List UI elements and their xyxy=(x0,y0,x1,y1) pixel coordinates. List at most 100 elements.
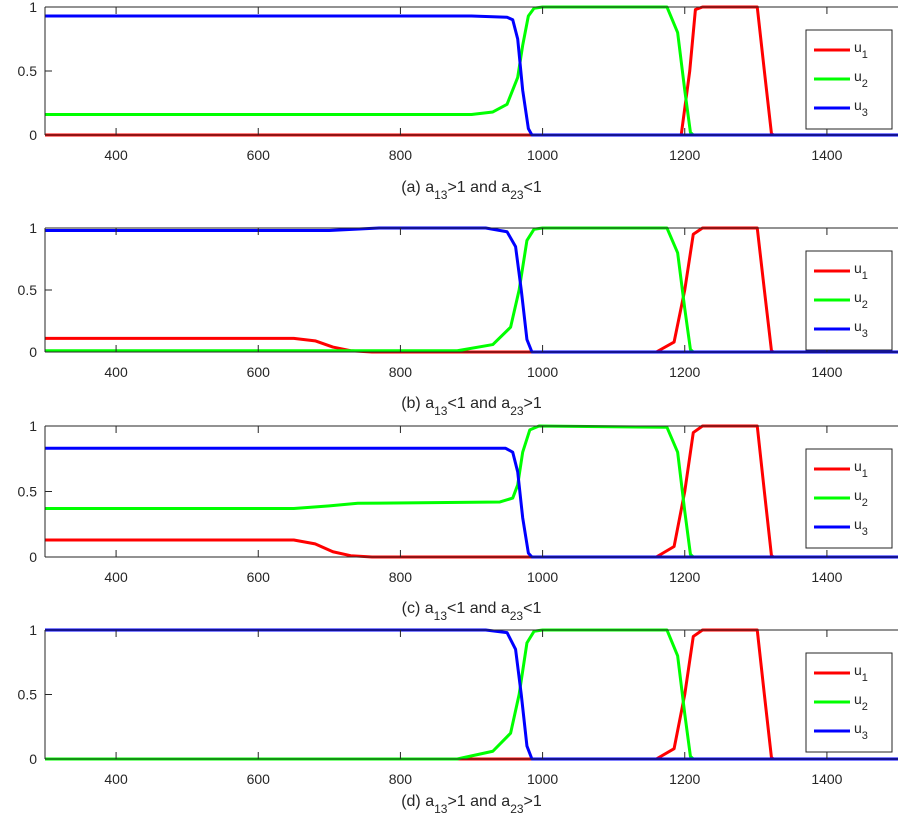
y-tick-label: 0.5 xyxy=(18,282,38,298)
legend-label-u3: u3 xyxy=(854,97,868,119)
series-line-u3 xyxy=(45,446,898,559)
legend-label-base: u xyxy=(854,691,862,707)
legend-label-u1: u1 xyxy=(854,260,868,282)
legend-label-u3: u3 xyxy=(854,720,868,742)
legend-label-base: u xyxy=(854,487,862,503)
y-tick-label: 0 xyxy=(29,344,37,360)
legend-label-subscript: 1 xyxy=(862,270,868,282)
legend-label-u3: u3 xyxy=(854,318,868,340)
legend-label-subscript: 2 xyxy=(862,299,868,311)
legend-label-subscript: 1 xyxy=(862,49,868,61)
legend-label-base: u xyxy=(854,39,862,55)
legend-label-base: u xyxy=(854,68,862,84)
legend-label-base: u xyxy=(854,318,862,334)
legend-label-u2: u2 xyxy=(854,691,868,713)
x-tick-label: 600 xyxy=(247,364,271,380)
legend-label-base: u xyxy=(854,260,862,276)
y-tick-label: 0 xyxy=(29,751,37,767)
caption-subscript: 13 xyxy=(434,609,448,623)
series-line-u3 xyxy=(45,14,898,137)
caption-text: (a) a xyxy=(401,179,434,196)
x-tick-label: 1400 xyxy=(811,147,842,163)
y-tick-label: 1 xyxy=(29,0,37,15)
legend-label-u2: u2 xyxy=(854,289,868,311)
caption-subscript: 23 xyxy=(510,802,524,816)
panel-caption: (a) a13>1 and a23<1 xyxy=(401,179,542,202)
x-tick-label: 1200 xyxy=(669,147,700,163)
series-line-u2 xyxy=(45,5,898,137)
legend-label-base: u xyxy=(854,516,862,532)
caption-subscript: 23 xyxy=(510,609,524,623)
x-tick-label: 600 xyxy=(247,147,271,163)
series-line-u1 xyxy=(45,226,898,354)
x-tick-label: 400 xyxy=(104,771,128,787)
legend-label-u1: u1 xyxy=(854,39,868,61)
x-tick-label: 1200 xyxy=(669,771,700,787)
x-tick-label: 400 xyxy=(104,147,128,163)
legend-label-base: u xyxy=(854,97,862,113)
x-tick-label: 800 xyxy=(389,569,413,585)
legend-label-subscript: 3 xyxy=(862,730,868,742)
y-tick-label: 0.5 xyxy=(18,484,38,500)
panel-caption: (d) a13>1 and a23>1 xyxy=(401,793,542,816)
x-tick-label: 400 xyxy=(104,364,128,380)
caption-subscript: 23 xyxy=(510,404,524,418)
x-tick-label: 800 xyxy=(389,364,413,380)
y-tick-label: 1 xyxy=(29,622,37,638)
x-tick-label: 1400 xyxy=(811,364,842,380)
legend-label-subscript: 1 xyxy=(862,672,868,684)
legend-label-base: u xyxy=(854,289,862,305)
caption-text: <1 and a xyxy=(447,600,510,617)
x-tick-label: 1000 xyxy=(527,569,558,585)
x-tick-label: 1000 xyxy=(527,771,558,787)
x-tick-label: 600 xyxy=(247,569,271,585)
legend-label-u3: u3 xyxy=(854,516,868,538)
legend-label-subscript: 2 xyxy=(862,497,868,509)
x-tick-label: 1200 xyxy=(669,364,700,380)
caption-text: (b) a xyxy=(401,395,434,412)
x-tick-label: 1400 xyxy=(811,569,842,585)
caption-text: >1 xyxy=(524,793,542,810)
y-tick-label: 0.5 xyxy=(18,687,38,703)
legend-label-base: u xyxy=(854,458,862,474)
series-line-u1 xyxy=(45,628,898,761)
series-line-u2 xyxy=(45,424,898,559)
y-tick-label: 0 xyxy=(29,127,37,143)
caption-text: (c) a xyxy=(402,600,434,617)
x-tick-label: 800 xyxy=(389,147,413,163)
legend-label-subscript: 1 xyxy=(862,468,868,480)
y-tick-label: 0.5 xyxy=(18,63,38,79)
legend-label-subscript: 3 xyxy=(862,107,868,119)
y-tick-label: 1 xyxy=(29,220,37,236)
y-tick-label: 1 xyxy=(29,418,37,434)
legend-label-base: u xyxy=(854,720,862,736)
series-line-u2 xyxy=(45,628,898,761)
series-line-u2 xyxy=(45,226,898,354)
x-tick-label: 1000 xyxy=(527,364,558,380)
x-tick-label: 1000 xyxy=(527,147,558,163)
caption-text: >1 and a xyxy=(447,793,510,810)
caption-subscript: 13 xyxy=(434,802,448,816)
legend-label-base: u xyxy=(854,662,862,678)
caption-text: >1 and a xyxy=(447,179,510,196)
legend-label-u2: u2 xyxy=(854,487,868,509)
caption-subscript: 13 xyxy=(434,404,448,418)
series-line-u3 xyxy=(45,226,898,354)
x-tick-label: 400 xyxy=(104,569,128,585)
caption-text: <1 xyxy=(523,600,541,617)
caption-text: (d) a xyxy=(401,793,434,810)
panel-caption: (c) a13<1 and a23<1 xyxy=(402,600,542,623)
x-tick-label: 1400 xyxy=(811,771,842,787)
legend-label-u1: u1 xyxy=(854,458,868,480)
legend-label-subscript: 2 xyxy=(862,78,868,90)
series-line-u1 xyxy=(45,424,898,559)
